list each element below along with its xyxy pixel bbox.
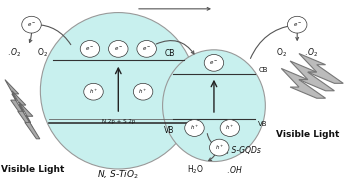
Polygon shape	[290, 61, 334, 91]
Text: N 2p + S 2p: N 2p + S 2p	[102, 119, 135, 124]
Polygon shape	[5, 80, 26, 116]
FancyArrowPatch shape	[296, 27, 299, 40]
FancyArrowPatch shape	[139, 7, 210, 10]
Ellipse shape	[185, 120, 204, 136]
Text: $h^+$: $h^+$	[190, 124, 199, 132]
Text: O$_2$: O$_2$	[276, 46, 287, 59]
Polygon shape	[12, 91, 33, 128]
Text: Visible Light: Visible Light	[276, 130, 339, 139]
Text: $h^+$: $h^+$	[214, 143, 224, 152]
Ellipse shape	[209, 139, 229, 156]
Ellipse shape	[137, 40, 156, 57]
Ellipse shape	[287, 16, 307, 33]
Polygon shape	[281, 68, 325, 98]
Text: $.OH$: $.OH$	[226, 164, 244, 175]
Ellipse shape	[22, 16, 41, 33]
Text: $.O_2$: $.O_2$	[7, 46, 21, 59]
Text: Visible Light: Visible Light	[1, 165, 65, 174]
Text: $e^-$: $e^-$	[292, 21, 302, 29]
Text: $h^+$: $h^+$	[89, 87, 98, 96]
Text: H$_2$O: H$_2$O	[187, 164, 204, 176]
Text: $e^-$: $e^-$	[142, 45, 151, 53]
FancyArrowPatch shape	[35, 23, 71, 45]
FancyArrowPatch shape	[29, 27, 32, 42]
Text: CB: CB	[164, 49, 175, 58]
Text: $e^-$: $e^-$	[114, 45, 123, 53]
Ellipse shape	[204, 54, 224, 71]
Ellipse shape	[163, 50, 265, 162]
FancyArrowPatch shape	[251, 24, 293, 58]
Text: $h^+$: $h^+$	[138, 87, 148, 96]
Polygon shape	[19, 102, 40, 139]
Text: $e^-$: $e^-$	[27, 21, 36, 29]
Ellipse shape	[80, 40, 100, 57]
Polygon shape	[299, 53, 343, 83]
Text: $e^-$: $e^-$	[209, 59, 218, 67]
Ellipse shape	[134, 83, 153, 100]
Text: $h^+$: $h^+$	[225, 124, 234, 132]
Text: VB: VB	[258, 121, 268, 127]
Ellipse shape	[84, 83, 103, 100]
Text: $e^-$: $e^-$	[85, 45, 95, 53]
Text: VB: VB	[164, 126, 175, 135]
Ellipse shape	[108, 40, 128, 57]
Text: N, S-GQDs: N, S-GQDs	[221, 146, 261, 155]
FancyArrowPatch shape	[209, 150, 218, 161]
Text: O$_2$: O$_2$	[37, 46, 48, 59]
Ellipse shape	[40, 12, 196, 169]
Ellipse shape	[220, 120, 240, 136]
Text: N, S-TiO$_2$: N, S-TiO$_2$	[97, 168, 139, 181]
FancyArrowPatch shape	[207, 134, 216, 146]
FancyArrowPatch shape	[156, 41, 194, 54]
Text: CB: CB	[258, 67, 268, 73]
Text: $.O_2$: $.O_2$	[304, 46, 319, 59]
